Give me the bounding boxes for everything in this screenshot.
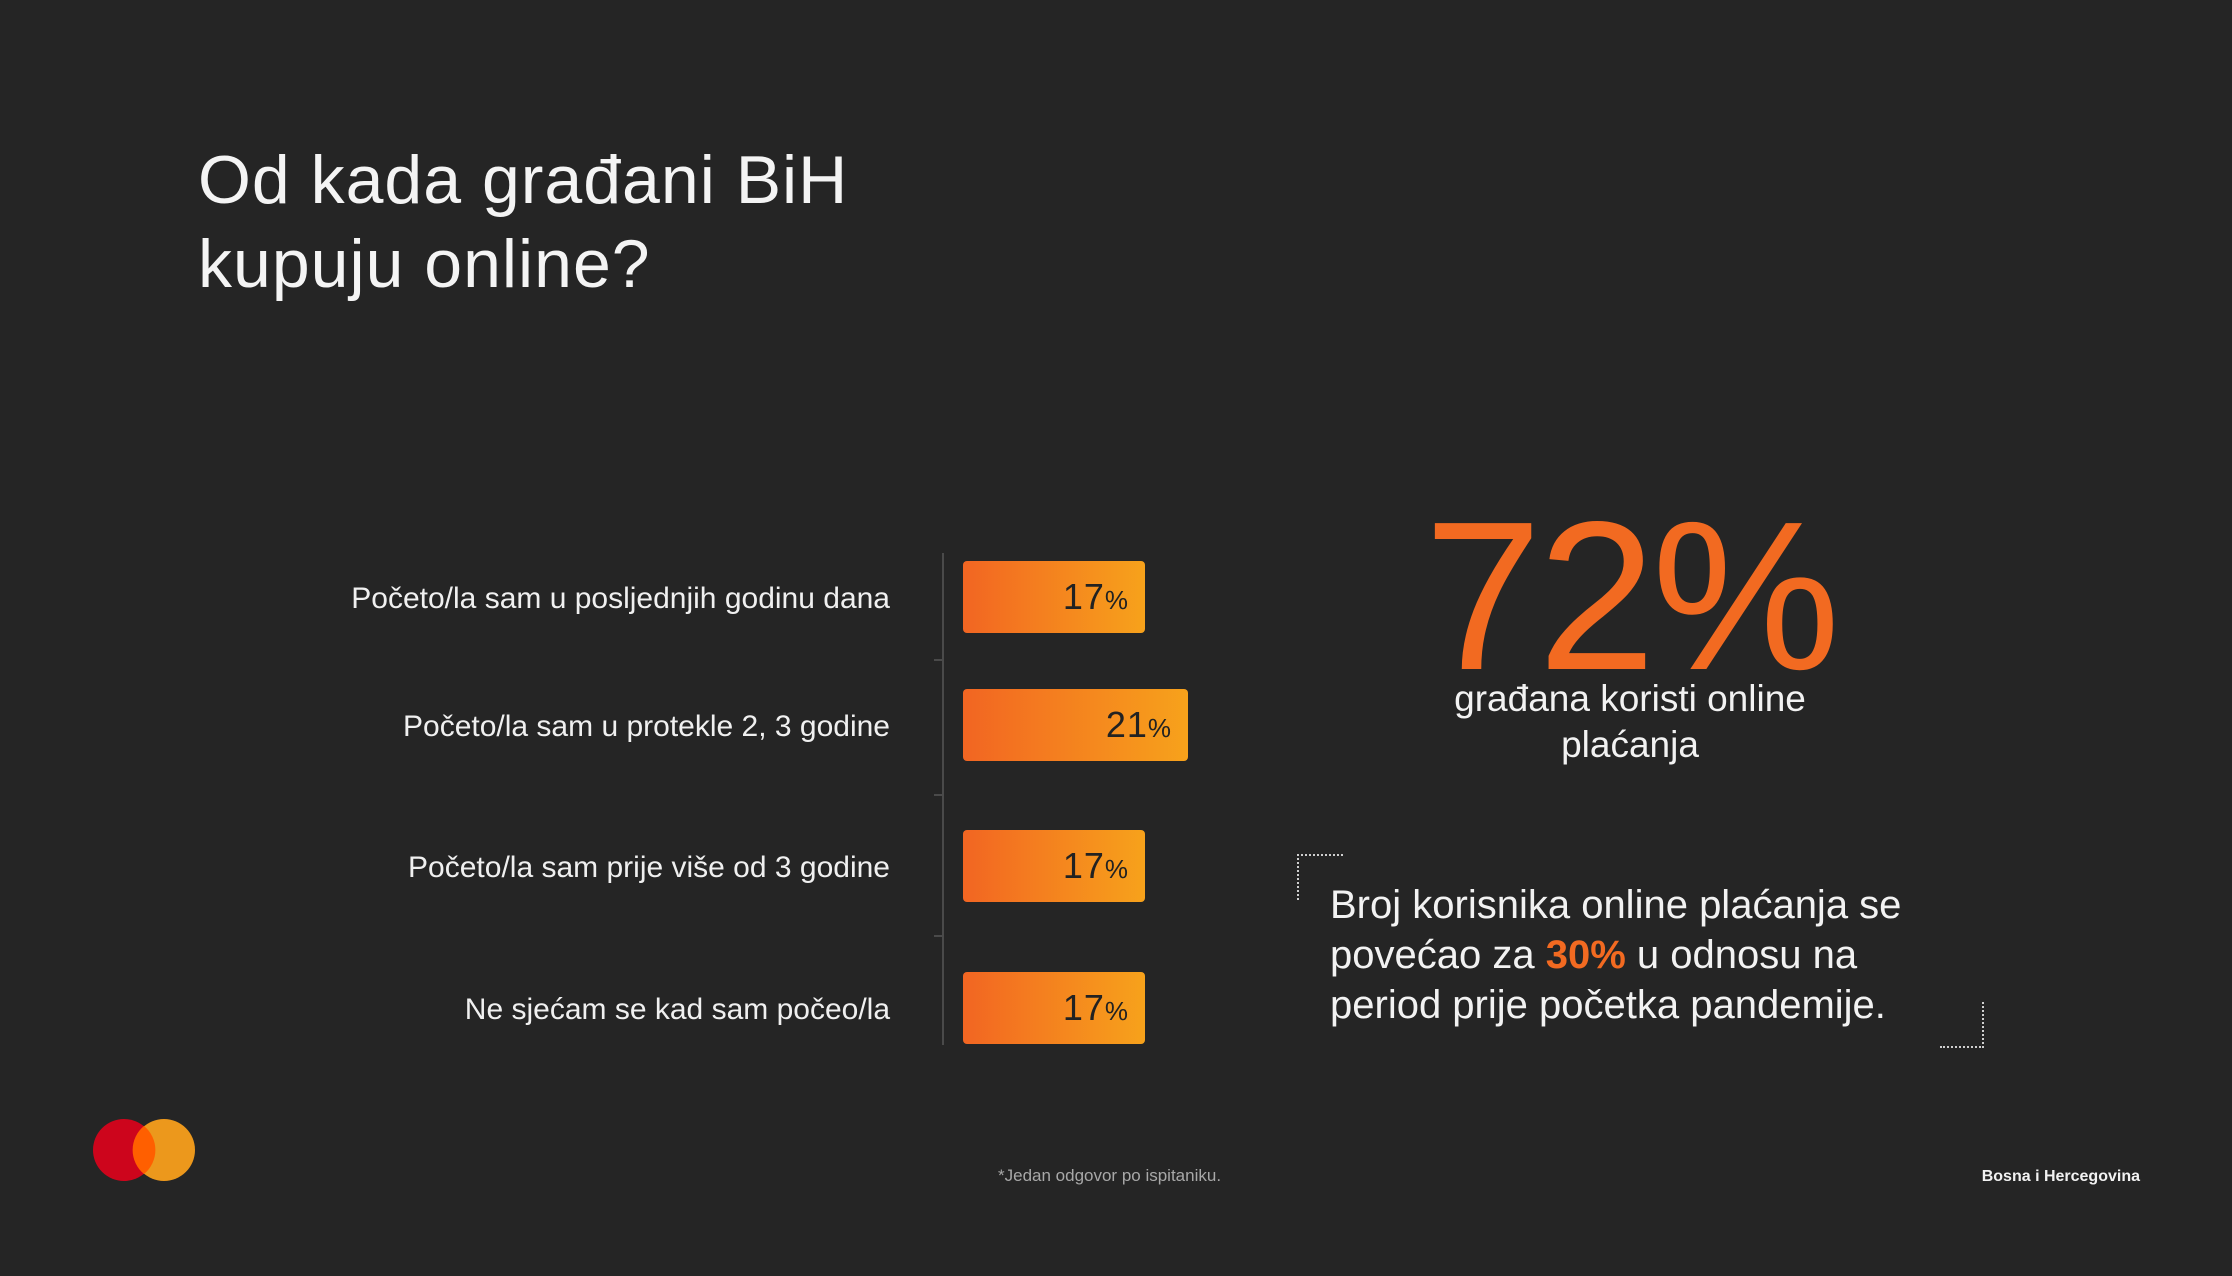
bar: 17% [963, 830, 1145, 902]
bar-value-suffix: % [1104, 996, 1129, 1026]
bar-value-label: 17% [1063, 987, 1129, 1029]
title-line-2: kupuju online? [198, 226, 651, 302]
bar-value-suffix: % [1147, 713, 1172, 743]
callout-line-1: Broj korisnika online plaćanja se [1330, 883, 1902, 927]
bar-value-suffix: % [1104, 854, 1129, 884]
bar-value-number: 17 [1062, 845, 1105, 886]
category-label: Početo/la sam u posljednjih godinu dana [351, 582, 890, 615]
callout-line-2-before: povećao za [1330, 933, 1546, 977]
big-stat-caption: građana koristi online plaćanja [1380, 676, 1880, 768]
axis-tick [934, 659, 944, 661]
callout-bracket-bottom-right [1940, 1002, 1984, 1048]
country-label: Bosna i Hercegovina [1981, 1168, 2140, 1185]
callout-line-2: povećao za 30% u odnosu na [1330, 930, 2010, 980]
callout-bracket-top-left [1297, 854, 1343, 900]
axis-tick [934, 793, 944, 796]
bar-value-label: 17% [1063, 845, 1129, 887]
bar-value-number: 17 [1062, 576, 1105, 617]
bar-value-number: 17 [1062, 987, 1105, 1028]
callout-highlight: 30% [1545, 933, 1626, 977]
bar: 17% [963, 972, 1145, 1044]
bar: 17% [963, 561, 1145, 633]
category-label: Ne sjećam se kad sam počeo/la [464, 993, 890, 1026]
big-stat-value: 72% [1424, 477, 1840, 714]
bar-value-label: 21% [1106, 704, 1172, 746]
category-label: Početo/la sam u protekle 2, 3 godine [403, 710, 890, 743]
big-stat-caption-line-1: građana koristi online [1454, 678, 1806, 719]
logo-overlap [132, 1126, 156, 1174]
callout-line-3: period prije početka pandemije. [1330, 983, 1886, 1027]
axis-tick [934, 935, 944, 937]
callout-line-2-after: u odnosu na [1625, 933, 1858, 977]
big-stat-caption-line-2: plaćanja [1561, 724, 1699, 765]
category-label: Početo/la sam prije više od 3 godine [408, 851, 890, 884]
title-line-1: Od kada građani BiH [198, 142, 849, 218]
chart-axis-line [942, 553, 944, 1045]
bar-value-number: 21 [1105, 704, 1148, 745]
mastercard-logo-icon [93, 1119, 195, 1181]
callout-text: Broj korisnika online plaćanja se poveća… [1330, 880, 2010, 1030]
page-title: Od kada građani BiH kupuju online? [198, 138, 848, 306]
bar: 21% [963, 689, 1188, 761]
footnote: *Jedan odgovor po ispitaniku. [998, 1166, 1222, 1185]
bar-value-label: 17% [1063, 576, 1129, 618]
bar-value-suffix: % [1104, 585, 1129, 615]
